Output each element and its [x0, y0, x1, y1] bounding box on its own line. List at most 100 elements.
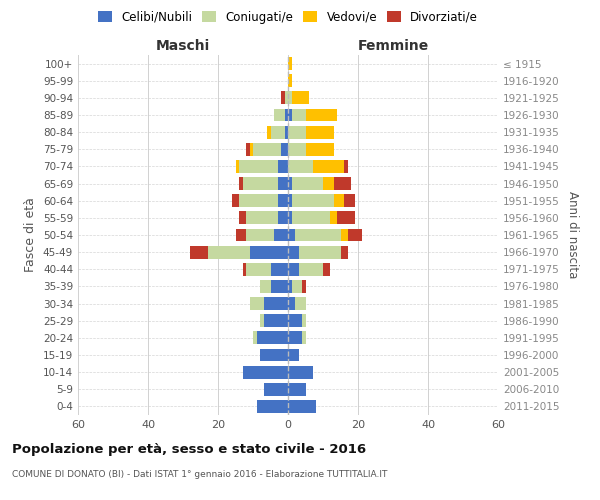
- Bar: [288, 246, 299, 258]
- Bar: [341, 246, 347, 258]
- Bar: [334, 177, 351, 190]
- Y-axis label: Fasce di età: Fasce di età: [25, 198, 37, 272]
- Bar: [239, 177, 242, 190]
- Bar: [271, 263, 288, 276]
- Bar: [190, 246, 208, 258]
- Bar: [295, 297, 305, 310]
- Bar: [288, 57, 292, 70]
- Bar: [292, 194, 334, 207]
- Bar: [302, 332, 305, 344]
- Bar: [235, 160, 239, 173]
- Bar: [242, 177, 277, 190]
- Bar: [239, 194, 277, 207]
- Bar: [260, 280, 271, 293]
- Bar: [288, 348, 299, 362]
- Bar: [277, 160, 288, 173]
- Bar: [263, 314, 288, 327]
- Bar: [288, 332, 302, 344]
- Bar: [250, 143, 253, 156]
- Bar: [235, 228, 246, 241]
- Bar: [288, 160, 313, 173]
- Bar: [288, 314, 302, 327]
- Bar: [267, 126, 271, 138]
- Bar: [242, 366, 288, 378]
- Bar: [288, 280, 292, 293]
- Bar: [242, 263, 246, 276]
- Bar: [299, 246, 341, 258]
- Bar: [305, 126, 334, 138]
- Bar: [347, 228, 361, 241]
- Bar: [288, 212, 292, 224]
- Bar: [284, 108, 288, 122]
- Bar: [292, 108, 305, 122]
- Bar: [292, 92, 309, 104]
- Bar: [288, 74, 292, 87]
- Bar: [288, 177, 292, 190]
- Bar: [337, 212, 355, 224]
- Bar: [246, 143, 250, 156]
- Bar: [281, 92, 284, 104]
- Text: Popolazione per età, sesso e stato civile - 2016: Popolazione per età, sesso e stato civil…: [12, 442, 366, 456]
- Bar: [260, 314, 263, 327]
- Bar: [288, 263, 299, 276]
- Bar: [284, 126, 288, 138]
- Bar: [288, 297, 295, 310]
- Bar: [288, 143, 305, 156]
- Bar: [260, 348, 288, 362]
- Bar: [239, 160, 277, 173]
- Bar: [250, 246, 288, 258]
- Text: Femmine: Femmine: [358, 40, 428, 54]
- Bar: [257, 332, 288, 344]
- Bar: [263, 297, 288, 310]
- Bar: [288, 126, 305, 138]
- Bar: [305, 108, 337, 122]
- Bar: [274, 228, 288, 241]
- Bar: [253, 332, 257, 344]
- Bar: [288, 366, 313, 378]
- Bar: [341, 228, 347, 241]
- Bar: [288, 228, 295, 241]
- Legend: Celibi/Nubili, Coniugati/e, Vedovi/e, Divorziati/e: Celibi/Nubili, Coniugati/e, Vedovi/e, Di…: [98, 10, 478, 24]
- Bar: [288, 383, 305, 396]
- Bar: [263, 383, 288, 396]
- Bar: [302, 280, 305, 293]
- Bar: [295, 228, 341, 241]
- Bar: [292, 280, 302, 293]
- Bar: [257, 400, 288, 413]
- Text: COMUNE DI DONATO (BI) - Dati ISTAT 1° gennaio 2016 - Elaborazione TUTTITALIA.IT: COMUNE DI DONATO (BI) - Dati ISTAT 1° ge…: [12, 470, 388, 479]
- Bar: [292, 212, 330, 224]
- Bar: [323, 177, 334, 190]
- Bar: [232, 194, 239, 207]
- Bar: [271, 126, 284, 138]
- Bar: [271, 280, 288, 293]
- Bar: [277, 177, 288, 190]
- Bar: [281, 143, 288, 156]
- Bar: [305, 143, 334, 156]
- Bar: [239, 212, 246, 224]
- Bar: [246, 228, 274, 241]
- Bar: [277, 212, 288, 224]
- Bar: [246, 263, 271, 276]
- Bar: [344, 194, 355, 207]
- Bar: [288, 92, 292, 104]
- Bar: [313, 160, 344, 173]
- Bar: [330, 212, 337, 224]
- Bar: [274, 108, 284, 122]
- Bar: [288, 194, 292, 207]
- Bar: [288, 400, 316, 413]
- Bar: [334, 194, 344, 207]
- Bar: [208, 246, 250, 258]
- Bar: [344, 160, 347, 173]
- Bar: [253, 143, 281, 156]
- Bar: [284, 92, 288, 104]
- Bar: [250, 297, 263, 310]
- Bar: [299, 263, 323, 276]
- Bar: [292, 177, 323, 190]
- Bar: [246, 212, 277, 224]
- Bar: [288, 108, 292, 122]
- Text: Maschi: Maschi: [156, 40, 210, 54]
- Bar: [277, 194, 288, 207]
- Y-axis label: Anni di nascita: Anni di nascita: [566, 192, 579, 278]
- Bar: [302, 314, 305, 327]
- Bar: [323, 263, 330, 276]
